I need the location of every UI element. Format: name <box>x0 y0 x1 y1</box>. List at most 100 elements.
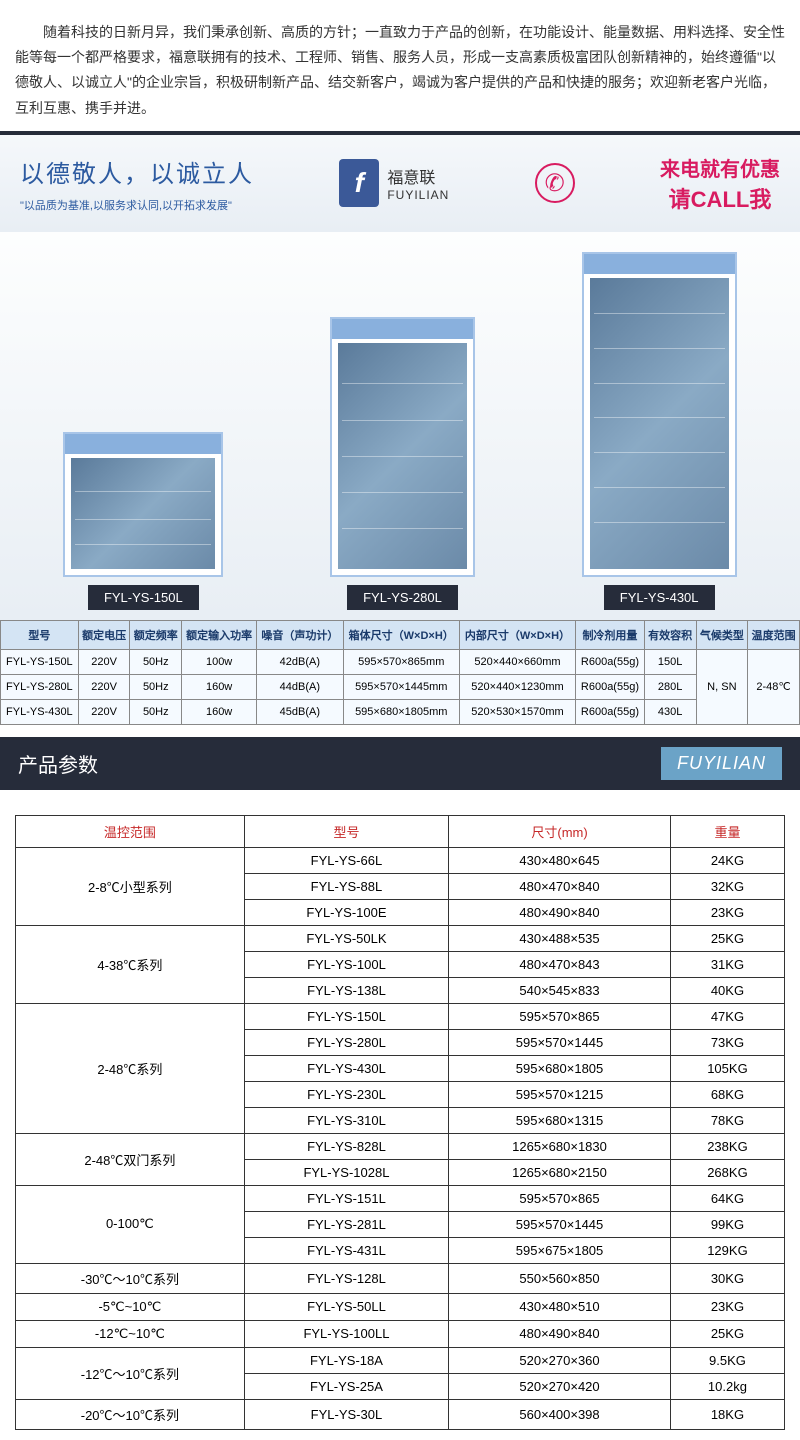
param-range: -12℃~10℃ <box>16 1320 245 1347</box>
fridge-image-1 <box>63 432 223 577</box>
product-row: FYL-YS-150L FYL-YS-280L FYL-YS-430L <box>0 232 800 620</box>
param-cell: FYL-YS-138L <box>244 977 448 1003</box>
phone-icon <box>535 163 575 203</box>
param-cell: FYL-YS-430L <box>244 1055 448 1081</box>
call-line1: 来电就有优惠 <box>660 153 780 182</box>
spec-cell: 50Hz <box>130 649 182 674</box>
param-cell: 595×680×1805 <box>449 1055 671 1081</box>
param-cell: FYL-YS-281L <box>244 1211 448 1237</box>
product-3: FYL-YS-430L <box>582 252 737 610</box>
th-capacity: 有效容积 <box>644 620 696 649</box>
section-title: 产品参数 <box>18 749 98 778</box>
param-cell: 595×570×865 <box>449 1003 671 1029</box>
param-cell: 595×680×1315 <box>449 1107 671 1133</box>
slogan: 以德敬人，以诚立人 <box>20 154 254 189</box>
param-cell: 129KG <box>670 1237 784 1263</box>
spec-cell: 430L <box>644 699 696 724</box>
spec-cell: R600a(55g) <box>576 699 645 724</box>
spec-cell: 220V <box>78 674 130 699</box>
param-cell: FYL-YS-25A <box>244 1373 448 1399</box>
param-cell: 430×488×535 <box>449 925 671 951</box>
param-cell: FYL-YS-151L <box>244 1185 448 1211</box>
th-inner: 内部尺寸（W×D×H） <box>459 620 575 649</box>
param-cell: 18KG <box>670 1399 784 1429</box>
param-cell: 595×675×1805 <box>449 1237 671 1263</box>
param-cell: FYL-YS-150L <box>244 1003 448 1029</box>
param-cell: 480×490×840 <box>449 1320 671 1347</box>
sub-slogan: "以品质为基准,以服务求认同,以开拓求发展" <box>20 197 254 213</box>
pth-range: 温控范围 <box>16 815 245 847</box>
th-outer: 箱体尺寸（W×D×H） <box>343 620 459 649</box>
spec-cell: R600a(55g) <box>576 674 645 699</box>
param-range: -12℃～10℃系列 <box>16 1347 245 1399</box>
th-climate: 气候类型 <box>696 620 748 649</box>
param-range: -30℃～10℃系列 <box>16 1263 245 1293</box>
spec-cell: 50Hz <box>130 674 182 699</box>
param-cell: 25KG <box>670 1320 784 1347</box>
banner: 以德敬人，以诚立人 "以品质为基准,以服务求认同,以开拓求发展" f 福意联 F… <box>0 131 800 232</box>
pth-model: 型号 <box>244 815 448 847</box>
spec-cell: 520×440×660mm <box>459 649 575 674</box>
spec-climate: N, SN <box>696 649 748 724</box>
th-temp: 温度范围 <box>748 620 800 649</box>
param-range: -20℃～10℃系列 <box>16 1399 245 1429</box>
product-label-3: FYL-YS-430L <box>604 585 715 610</box>
param-range: 2-48℃双门系列 <box>16 1133 245 1185</box>
spec-cell: 50Hz <box>130 699 182 724</box>
product-2: FYL-YS-280L <box>330 317 475 610</box>
spec-cell: 150L <box>644 649 696 674</box>
param-cell: 560×400×398 <box>449 1399 671 1429</box>
param-table: 温控范围 型号 尺寸(mm) 重量 2-8℃小型系列FYL-YS-66L430×… <box>15 815 785 1430</box>
spec-cell: 42dB(A) <box>257 649 344 674</box>
spec-cell: 44dB(A) <box>257 674 344 699</box>
brand-en: FUYILIAN <box>387 188 449 202</box>
param-cell: 520×270×360 <box>449 1347 671 1373</box>
param-cell: 32KG <box>670 873 784 899</box>
section-header: 产品参数 FUYILIAN <box>0 737 800 790</box>
param-cell: 540×545×833 <box>449 977 671 1003</box>
param-cell: 47KG <box>670 1003 784 1029</box>
param-range: -5℃~10℃ <box>16 1293 245 1320</box>
param-cell: 9.5KG <box>670 1347 784 1373</box>
spec-cell: 220V <box>78 649 130 674</box>
th-voltage: 额定电压 <box>78 620 130 649</box>
param-cell: FYL-YS-50LL <box>244 1293 448 1320</box>
param-cell: 68KG <box>670 1081 784 1107</box>
param-range: 4-38℃系列 <box>16 925 245 1003</box>
param-cell: FYL-YS-50LK <box>244 925 448 951</box>
spec-cell: 45dB(A) <box>257 699 344 724</box>
section-brand: FUYILIAN <box>661 747 782 780</box>
th-model: 型号 <box>1 620 79 649</box>
param-cell: FYL-YS-431L <box>244 1237 448 1263</box>
param-cell: 23KG <box>670 899 784 925</box>
param-cell: 64KG <box>670 1185 784 1211</box>
param-cell: 73KG <box>670 1029 784 1055</box>
param-cell: 595×570×1215 <box>449 1081 671 1107</box>
product-label-2: FYL-YS-280L <box>347 585 458 610</box>
spec-cell: 160w <box>182 699 257 724</box>
param-cell: 595×570×865 <box>449 1185 671 1211</box>
logo-area: f 福意联 FUYILIAN <box>339 159 449 207</box>
product-1: FYL-YS-150L <box>63 432 223 610</box>
th-noise: 噪音（声功计） <box>257 620 344 649</box>
param-cell: FYL-YS-230L <box>244 1081 448 1107</box>
spec-cell: R600a(55g) <box>576 649 645 674</box>
intro-text: 随着科技的日新月异，我们秉承创新、高质的方针；一直致力于产品的创新，在功能设计、… <box>0 0 800 131</box>
param-cell: 1265×680×2150 <box>449 1159 671 1185</box>
param-cell: 595×570×1445 <box>449 1211 671 1237</box>
param-range: 2-8℃小型系列 <box>16 847 245 925</box>
param-cell: FYL-YS-66L <box>244 847 448 873</box>
param-cell: 480×470×840 <box>449 873 671 899</box>
param-cell: 520×270×420 <box>449 1373 671 1399</box>
param-cell: 480×490×840 <box>449 899 671 925</box>
param-cell: 238KG <box>670 1133 784 1159</box>
spec-cell: FYL-YS-150L <box>1 649 79 674</box>
spec-temp: 2-48℃ <box>748 649 800 724</box>
param-cell: FYL-YS-280L <box>244 1029 448 1055</box>
param-cell: FYL-YS-828L <box>244 1133 448 1159</box>
param-cell: 430×480×510 <box>449 1293 671 1320</box>
param-cell: 10.2kg <box>670 1373 784 1399</box>
spec-table: 型号 额定电压 额定频率 额定输入功率 噪音（声功计） 箱体尺寸（W×D×H） … <box>0 620 800 725</box>
param-cell: FYL-YS-30L <box>244 1399 448 1429</box>
param-cell: 25KG <box>670 925 784 951</box>
